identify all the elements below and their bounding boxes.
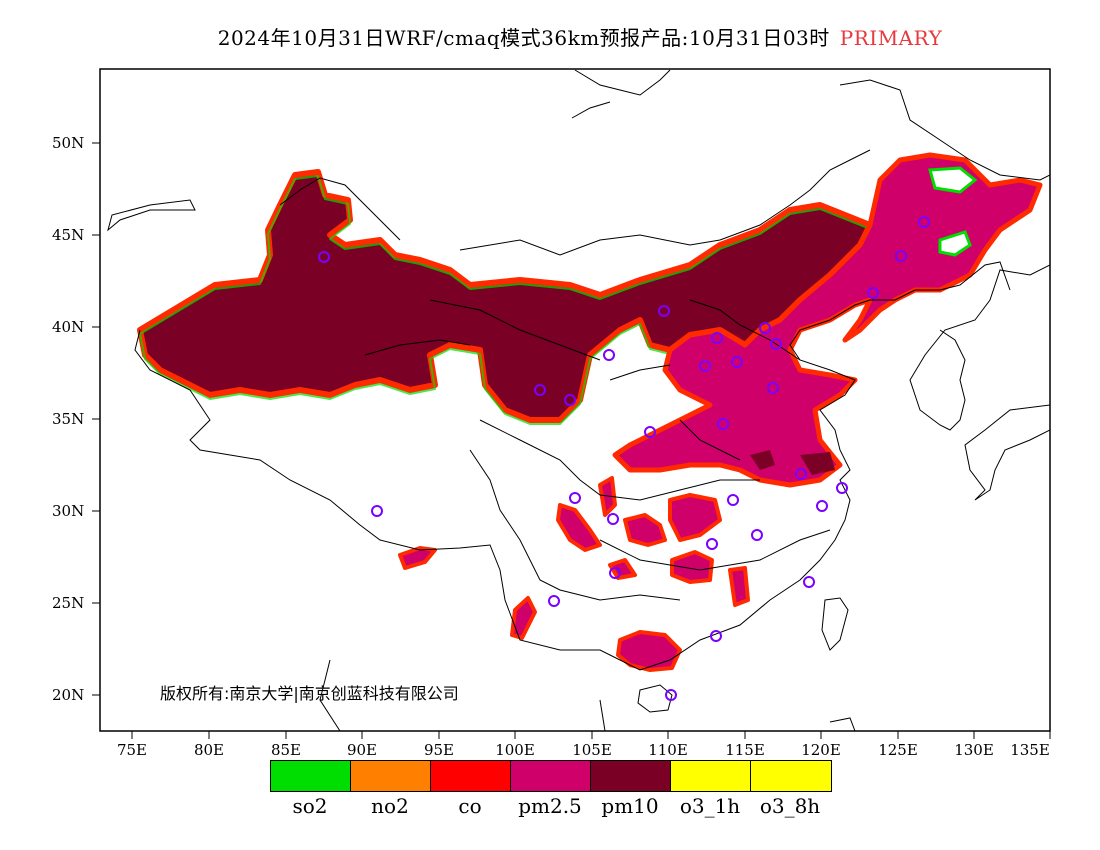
copyright-text: 版权所有:南京大学|南京创蓝科技有限公司 [160,684,459,703]
lon-label-85e: 85E [271,741,301,759]
lon-axis [131,731,1051,739]
legend-colorbar [270,760,832,792]
lon-label-105e: 105E [572,741,612,759]
lat-label-25n: 25N [52,594,84,612]
lon-label-125e: 125E [878,741,918,759]
lat-label-50n: 50N [52,134,84,152]
lon-label-80e: 80E [194,741,224,759]
lat-labels: 50N 45N 40N 35N 30N 25N 20N [52,134,84,704]
legend-swatch-o3-8h [751,761,831,791]
legend-swatch-no2 [351,761,431,791]
map-title: 2024年10月31日WRF/cmaq模式36km预报产品:10月31日03时 P… [0,22,1100,51]
pm25-region-south [398,476,750,672]
lat-label-35n: 35N [52,410,84,428]
legend-label-co: co [458,794,482,818]
station-markers [318,216,930,701]
legend-swatch-co [431,761,511,791]
lon-label-130e: 130E [954,741,994,759]
pm25-region-north [612,152,1043,488]
lon-label-110e: 110E [648,741,688,759]
map-frame [99,68,1051,732]
lon-label-135e: 135E [1010,741,1050,759]
lat-label-20n: 20N [52,686,84,704]
boundaries [107,69,1050,731]
map-area [107,69,1050,731]
legend-label-o3-8h: o3_8h [759,794,821,818]
legend-swatch-o3-1h [671,761,751,791]
legend-label-so2: so2 [292,794,328,818]
title-tag: PRIMARY [839,26,943,50]
lat-label-40n: 40N [52,318,84,336]
legend-labels: so2 no2 co pm2.5 pm10 o3_1h o3_8h [270,794,830,818]
lon-label-120e: 120E [801,741,841,759]
lon-label-100e: 100E [495,741,535,759]
legend-swatch-pm25 [511,761,591,791]
title-main: 2024年10月31日WRF/cmaq模式36km预报产品:10月31日03时 [217,26,830,50]
legend-label-no2: no2 [371,794,409,818]
legend-swatch-so2 [271,761,351,791]
legend-label-pm10: pm10 [601,794,659,818]
lat-label-45n: 45N [52,226,84,244]
lon-labels: 75E 80E 85E 90E 95E 100E 105E 110E 115E … [117,741,1050,759]
legend-swatch-pm10 [591,761,671,791]
lon-label-75e: 75E [117,741,147,759]
legend-label-o3-1h: o3_1h [679,794,741,818]
lat-label-30n: 30N [52,502,84,520]
lon-label-115e: 115E [725,741,765,759]
lon-label-90e: 90E [347,741,377,759]
lon-label-95e: 95E [424,741,454,759]
lat-axis [92,142,100,696]
legend-label-pm25: pm2.5 [518,794,582,818]
